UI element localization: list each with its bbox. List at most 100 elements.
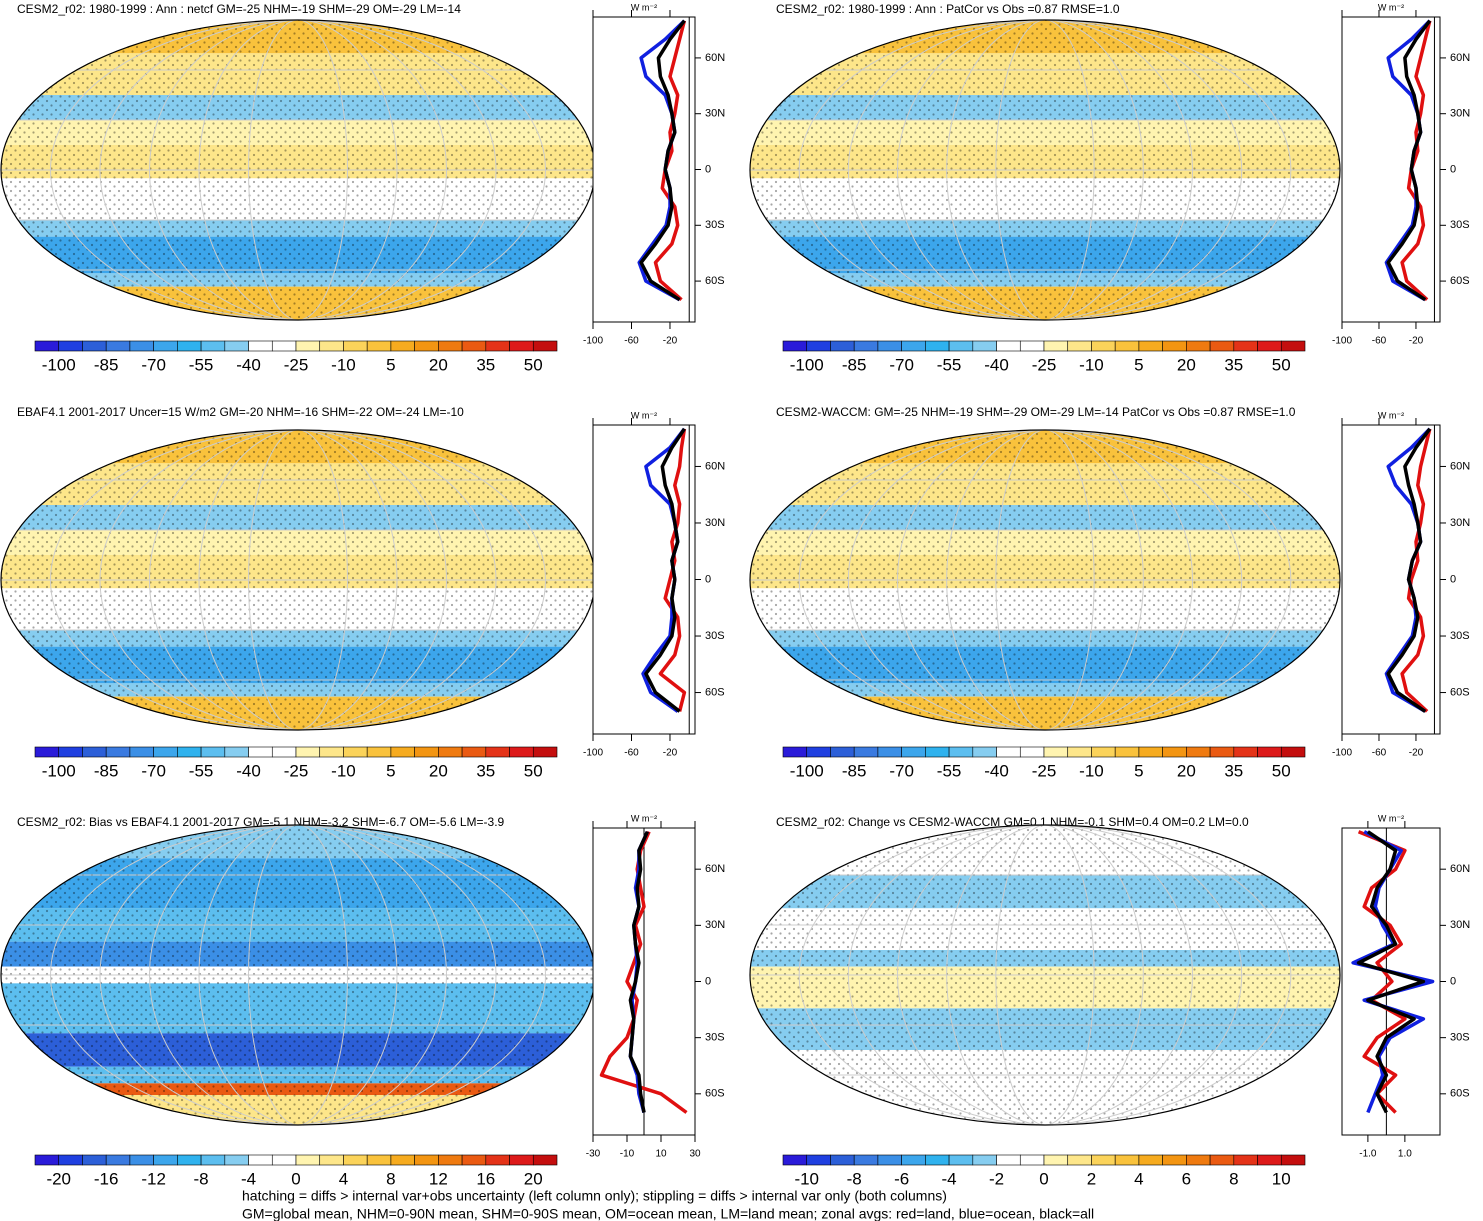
colorbar-box — [830, 746, 855, 758]
x-tick-label: 10 — [655, 1149, 667, 1160]
y-tick-label: 60N — [1450, 863, 1470, 875]
y-tick-label: 30N — [705, 108, 725, 120]
colorbar-box — [461, 746, 487, 758]
colorbar-box — [1091, 340, 1116, 352]
colorbar-box — [1233, 1154, 1258, 1166]
colorbar-box — [177, 746, 202, 758]
x-tick-label: -100 — [583, 748, 603, 759]
colorbar-label: -25 — [1032, 355, 1057, 374]
colorbar-box — [996, 1154, 1021, 1166]
colorbar-label: -70 — [141, 761, 166, 780]
x-tick-label: -100 — [1332, 748, 1352, 759]
colorbar-box — [1019, 1154, 1045, 1166]
colorbar-box — [248, 1154, 273, 1166]
colorbar-box — [925, 340, 950, 352]
colorbar-box — [901, 1154, 926, 1166]
colorbar-box — [271, 746, 297, 758]
colorbar-box — [1067, 746, 1092, 758]
colorbar-box — [901, 746, 926, 758]
colorbar-box — [271, 1154, 297, 1166]
colorbar-box — [366, 340, 392, 352]
colorbar-box — [1114, 746, 1140, 758]
panel-title: CESM2_r02: 1980-1999 : Ann : netcf GM=-2… — [17, 2, 461, 16]
x-tick-label: -20 — [1409, 748, 1424, 759]
zonal-plot: W m⁻² -30 -10 10 30 60N 30N 0 30S 60S — [586, 813, 725, 1159]
colorbar-box — [1209, 1154, 1235, 1166]
zonal-line — [1386, 19, 1432, 302]
colorbar-box — [877, 746, 902, 758]
colorbar-box — [532, 340, 558, 352]
colorbar-box — [1091, 1154, 1116, 1166]
x-tick-label: -60 — [1372, 748, 1387, 759]
colorbar-label: -25 — [1032, 761, 1057, 780]
colorbar-box — [485, 1154, 510, 1166]
colorbar-box — [782, 340, 808, 352]
colorbar-label: 50 — [524, 761, 543, 780]
unit-label: W m⁻² — [631, 813, 657, 823]
colorbar-box — [972, 340, 997, 352]
colorbar-box — [996, 340, 1021, 352]
colorbar-label: 20 — [1177, 355, 1196, 374]
colorbar-label: -85 — [842, 761, 867, 780]
colorbar-box — [901, 340, 926, 352]
colorbar-label: 50 — [1272, 355, 1291, 374]
panel-title: EBAF4.1 2001-2017 Uncer=15 W/m2 GM=-20 N… — [17, 405, 464, 419]
panel-title: CESM2_r02: Bias vs EBAF4.1 2001-2017 GM=… — [17, 815, 505, 829]
zonal-line — [644, 427, 686, 713]
unit-label: W m⁻² — [1378, 813, 1404, 823]
colorbar-box — [366, 1154, 392, 1166]
colorbar-box — [853, 340, 879, 352]
zonal-plot: W m⁻² -100 -60 -20 60N 30N 0 30S 60S — [1332, 410, 1470, 758]
colorbar-box — [295, 1154, 321, 1166]
map-fill — [1, 20, 595, 320]
colorbar-box — [1114, 340, 1140, 352]
colorbar-box — [1043, 1154, 1069, 1166]
colorbar-label: 8 — [386, 1169, 395, 1188]
colorbar-label: -70 — [141, 355, 166, 374]
colorbar-label: 20 — [429, 355, 448, 374]
colorbar-label: -10 — [1079, 761, 1104, 780]
colorbar-label: -10 — [331, 355, 356, 374]
colorbar-box — [877, 1154, 902, 1166]
colorbar: -100 -85 -70 -55 -40 -25 -10 5 20 35 50 — [34, 746, 558, 780]
unit-label: W m⁻² — [631, 2, 657, 12]
colorbar-box — [58, 340, 83, 352]
map-outline — [749, 19, 1341, 321]
colorbar-box — [1233, 746, 1258, 758]
colorbar-box — [972, 746, 997, 758]
colorbar-box — [461, 340, 487, 352]
zonal-plot: W m⁻² -100 -60 -20 60N 30N 0 30S 60S — [583, 2, 725, 346]
colorbar-box — [925, 746, 950, 758]
colorbar-label: -25 — [284, 761, 309, 780]
colorbar-box — [438, 1154, 463, 1166]
colorbar-box — [1209, 746, 1235, 758]
colorbar-box — [1162, 1154, 1187, 1166]
map — [0, 19, 596, 321]
colorbar-label: -6 — [894, 1169, 909, 1188]
colorbar-label: -8 — [847, 1169, 862, 1188]
footer-line: hatching = diffs > internal var+obs unce… — [242, 1188, 947, 1204]
colorbar-box — [830, 1154, 855, 1166]
colorbar-box — [200, 340, 226, 352]
colorbar-box — [509, 746, 534, 758]
zonal-line — [1400, 20, 1432, 301]
x-tick-label: -60 — [624, 748, 639, 759]
colorbar-label: -55 — [937, 761, 962, 780]
colorbar-box — [1043, 340, 1069, 352]
colorbar-box — [948, 1154, 974, 1166]
map-fill — [750, 20, 1340, 320]
x-tick-label: -100 — [1332, 336, 1352, 347]
map-outline — [749, 429, 1341, 731]
colorbar-box — [153, 1154, 178, 1166]
panel-title: CESM2_r02: 1980-1999 : Ann : PatCor vs O… — [776, 2, 1120, 16]
colorbar-label: 0 — [1039, 1169, 1048, 1188]
colorbar-label: 0 — [291, 1169, 300, 1188]
y-tick-label: 30S — [1450, 630, 1470, 642]
colorbar-box — [224, 340, 249, 352]
colorbar-box — [1186, 1154, 1211, 1166]
colorbar-box — [1257, 746, 1282, 758]
x-tick-label: 30 — [689, 1149, 701, 1160]
x-tick-label: -20 — [663, 336, 678, 347]
colorbar-box — [177, 340, 202, 352]
colorbar-label: -40 — [984, 761, 1009, 780]
